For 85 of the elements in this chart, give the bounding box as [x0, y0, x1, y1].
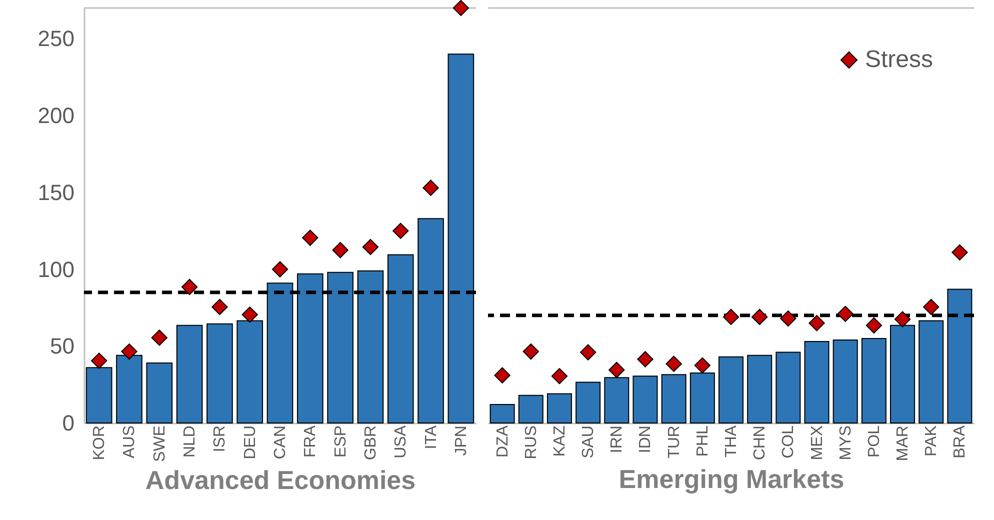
bar	[776, 352, 801, 424]
y-tick-label: 50	[50, 334, 74, 359]
x-tick-label: KAZ	[551, 425, 568, 457]
point	[422, 180, 439, 196]
point	[181, 278, 198, 296]
point	[580, 344, 596, 360]
x-tick-label: GBR	[362, 426, 380, 460]
y-tick-label: 150	[38, 180, 74, 205]
bar	[546, 393, 572, 424]
point	[894, 311, 911, 328]
x-tick-label: CHN	[752, 426, 769, 460]
point	[272, 261, 288, 278]
point	[242, 306, 258, 323]
x-tick-label: ESP	[332, 426, 350, 458]
point	[608, 362, 625, 378]
bar	[176, 324, 203, 424]
x-tick-label: IDN	[637, 426, 654, 454]
point	[151, 330, 168, 346]
x-tick-label: AUS	[121, 426, 138, 458]
point	[452, 0, 470, 16]
bar	[576, 382, 601, 424]
x-tick-label: NLD	[182, 426, 199, 458]
bar	[861, 338, 886, 424]
bar	[718, 356, 744, 424]
legend-label: Stress	[865, 46, 934, 73]
y-tick-label: 250	[38, 26, 74, 52]
point	[90, 352, 108, 369]
bar	[206, 323, 233, 424]
x-tick-label: CAN	[272, 426, 289, 460]
y-tick-label: 0	[62, 410, 74, 436]
x-tick-label: TUR	[666, 426, 683, 458]
x-tick-label: COL	[780, 425, 798, 458]
bar	[747, 354, 772, 424]
point	[666, 356, 682, 372]
point	[780, 310, 796, 327]
point	[952, 244, 968, 260]
x-tick-label: FRA	[302, 425, 320, 458]
x-tick-label: ITA	[422, 425, 440, 450]
point	[522, 343, 539, 360]
x-tick-label: DZA	[494, 425, 512, 458]
x-tick-label: POL	[866, 425, 883, 458]
point	[332, 242, 348, 258]
x-tick-label: PHL	[694, 425, 712, 457]
point	[121, 343, 138, 360]
y-tick-label: 100	[38, 256, 74, 282]
x-tick-label: THA	[723, 425, 740, 458]
point	[722, 308, 740, 326]
x-tick-label: MEX	[808, 425, 826, 460]
bar	[832, 340, 858, 424]
y-tick-label: 200	[38, 103, 74, 128]
x-tick-label: PAK	[923, 425, 940, 456]
point	[637, 351, 654, 368]
bar	[632, 376, 658, 424]
x-tick-label: BRA	[952, 425, 969, 458]
x-tick-label: SAU	[580, 426, 598, 458]
x-tick-label: MYS	[837, 426, 854, 460]
bar	[661, 374, 686, 424]
point	[866, 317, 882, 334]
bar	[490, 404, 515, 424]
x-tick-label: JPN	[452, 426, 470, 456]
point	[392, 222, 409, 239]
point	[494, 367, 510, 384]
bar	[518, 394, 544, 424]
x-tick-label: SWE	[151, 426, 168, 462]
point	[362, 238, 379, 256]
x-tick-label: ISR	[212, 426, 229, 452]
x-axis-title: Emerging Markets	[618, 464, 844, 494]
bar	[804, 341, 830, 424]
x-tick-label: IRN	[608, 426, 626, 454]
point	[923, 298, 940, 316]
point	[752, 308, 768, 326]
x-tick-label: MAR	[894, 426, 912, 462]
bar	[146, 362, 173, 424]
x-axis-title: Advanced Economies	[145, 464, 416, 495]
point	[212, 298, 228, 316]
x-tick-label: USA	[392, 425, 410, 458]
point	[837, 306, 854, 322]
bar	[918, 320, 944, 424]
point	[808, 315, 825, 332]
x-tick-label: RUS	[522, 426, 540, 460]
x-tick-label: DEU	[242, 426, 259, 460]
point	[694, 357, 710, 374]
point	[302, 230, 318, 246]
point	[551, 368, 568, 384]
x-tick-label: KOR	[91, 426, 108, 460]
